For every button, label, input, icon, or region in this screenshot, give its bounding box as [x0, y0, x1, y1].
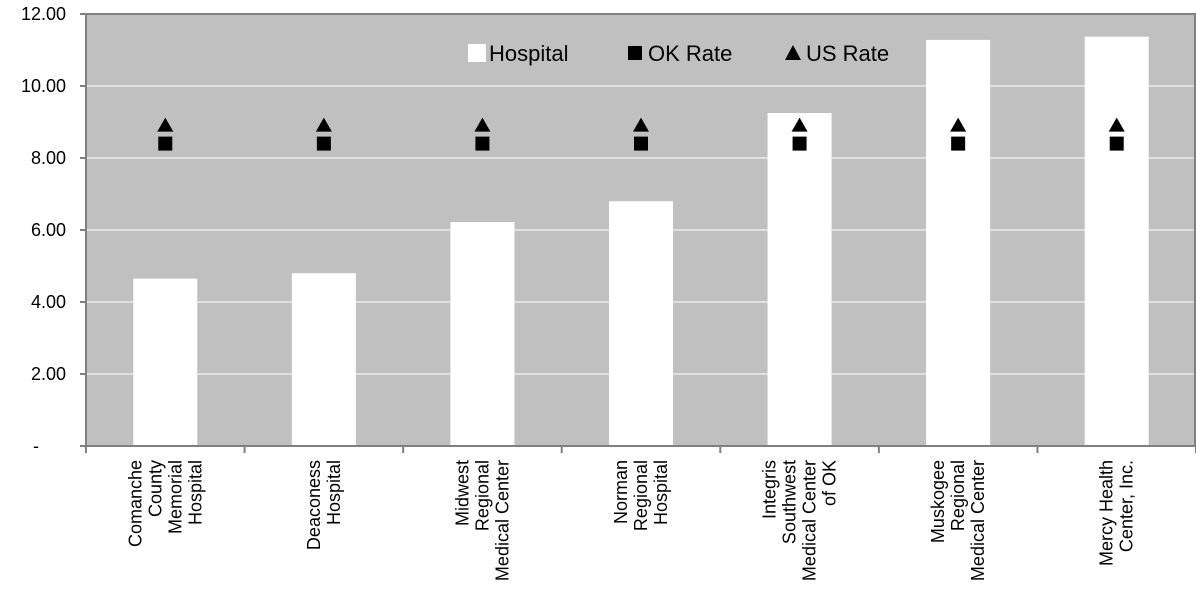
marker-us-rate: [791, 117, 808, 132]
x-category-label-line: Center, Inc.: [1117, 460, 1137, 552]
legend: Hospital OK Rate US Rate: [468, 41, 889, 66]
x-category-label-line: Deaconess: [304, 460, 324, 550]
x-category-label-line: Norman: [611, 460, 631, 524]
y-tick-label: 12.00: [21, 4, 66, 24]
y-tick-label: 6.00: [31, 220, 66, 240]
y-tick-label: 8.00: [31, 148, 66, 168]
marker-us-rate: [157, 117, 174, 132]
marker-ok-rate: [1109, 136, 1124, 151]
y-tick-label: 10.00: [21, 76, 66, 96]
marker-us-rate: [633, 117, 649, 132]
x-category-label: Norman Regional Hospital: [611, 460, 671, 531]
x-category-labels: Comanche County Memorial Hospital Deaconess H…: [125, 460, 1136, 581]
x-category-label: Mercy Health Center, Inc.: [1097, 460, 1137, 566]
bars-group: [133, 36, 1149, 447]
legend-label: US Rate: [806, 41, 889, 66]
axes-group: [80, 13, 1196, 453]
x-category-label-line: Regional: [472, 460, 492, 531]
bar-hospital: [133, 278, 198, 446]
x-category-label-line: Medical Center: [968, 460, 988, 581]
y-tick-label: 4.00: [31, 292, 66, 312]
marker-us-rate: [315, 117, 332, 132]
marker-us-rate: [1108, 117, 1125, 132]
marker-ok-rate: [951, 136, 966, 151]
x-category-label: Integris Southwest Medical Center of OK: [760, 460, 840, 581]
bar-hospital: [450, 222, 515, 446]
x-category-label-line: Comanche: [125, 460, 145, 547]
legend-swatch-ok-rate: [628, 46, 642, 60]
x-category-label-line: Hospital: [651, 460, 671, 525]
y-tick-labels: - 2.00 4.00 6.00 8.00 10.00 12.00: [21, 4, 66, 456]
marker-ok-rate: [158, 136, 173, 151]
x-category-label: Muskogee Regional Medical Center: [928, 460, 988, 581]
x-category-label-line: of OK: [820, 460, 840, 506]
legend-swatch-hospital: [468, 44, 486, 62]
x-category-label-line: Regional: [631, 460, 651, 531]
markers-group: [157, 117, 1125, 151]
bar-hospital: [291, 273, 356, 446]
x-category-label-line: Mercy Health: [1097, 460, 1117, 566]
y-tick-label: 2.00: [31, 364, 66, 384]
y-tick-label: -: [33, 436, 39, 456]
x-category-label: Comanche County Memorial Hospital: [125, 460, 205, 547]
x-category-label-line: Memorial: [165, 460, 185, 534]
x-category-label-line: Hospital: [185, 460, 205, 525]
bar-hospital: [609, 201, 673, 446]
legend-label: Hospital: [489, 41, 568, 66]
marker-us-rate: [474, 117, 491, 132]
legend-swatch-us-rate: [785, 45, 801, 60]
x-category-label-line: Midwest: [452, 460, 472, 526]
x-category-label-line: Southwest: [780, 460, 800, 544]
x-category-label-line: Medical Center: [492, 460, 512, 581]
marker-ok-rate: [475, 136, 490, 151]
x-category-label-line: Regional: [948, 460, 968, 531]
x-category-label-line: Integris: [760, 460, 780, 519]
legend-label: OK Rate: [648, 41, 732, 66]
marker-ok-rate: [634, 136, 648, 151]
x-category-label-line: Hospital: [324, 460, 344, 525]
x-category-label-line: Medical Center: [800, 460, 820, 581]
marker-ok-rate: [316, 136, 331, 151]
x-category-label: Midwest Regional Medical Center: [452, 460, 512, 581]
x-category-label: Deaconess Hospital: [304, 460, 344, 550]
bar-hospital: [1084, 36, 1149, 447]
x-category-label-line: Muskogee: [928, 460, 948, 543]
marker-ok-rate: [792, 136, 807, 151]
x-category-label-line: County: [145, 460, 165, 517]
bar-hospital: [926, 39, 991, 447]
bar-hospital: [767, 113, 832, 446]
marker-us-rate: [950, 117, 967, 132]
